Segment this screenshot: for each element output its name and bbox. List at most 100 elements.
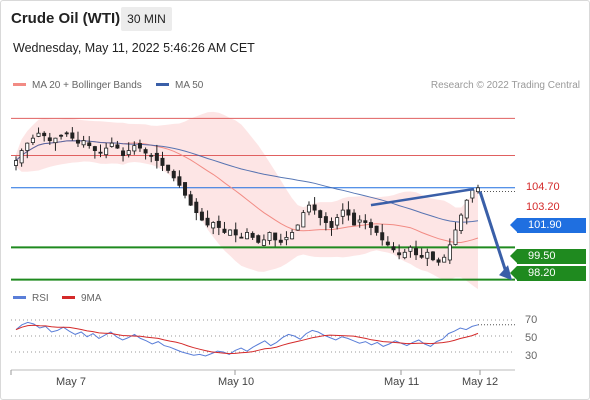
candle-down xyxy=(352,212,357,226)
candle-up xyxy=(301,212,306,228)
rsi-9ma-line xyxy=(15,324,479,355)
candle-up xyxy=(13,160,18,166)
forecast-arrow-shaft xyxy=(478,191,508,273)
candle-down xyxy=(374,225,379,233)
candle-up xyxy=(475,187,480,193)
candle-up xyxy=(126,150,131,156)
candle-down xyxy=(183,182,188,196)
candle-up xyxy=(340,209,345,217)
candle-down xyxy=(92,146,97,151)
legend-ma20-label: MA 20 + Bollinger Bands xyxy=(32,80,142,91)
candle-down xyxy=(436,259,441,263)
candle-up xyxy=(19,150,24,164)
candle-down xyxy=(47,137,52,142)
x-tick-label: May 12 xyxy=(462,376,499,388)
candle-down xyxy=(323,216,328,223)
candle-up xyxy=(470,189,475,199)
candle-down xyxy=(64,132,69,135)
candle-down xyxy=(312,204,317,211)
9ma-swatch xyxy=(62,295,75,299)
report-datetime: Wednesday, May 11, 2022 5:46:26 AM CET xyxy=(13,41,255,55)
candle-down xyxy=(329,221,334,228)
legend-ma50: MA 50 xyxy=(156,80,203,91)
resistance-label-2: 103.20 xyxy=(515,200,575,215)
candle-up xyxy=(402,251,407,259)
candle-down xyxy=(177,176,182,186)
candle-down xyxy=(380,232,385,241)
legend-9ma-label: 9MA xyxy=(81,293,102,304)
ma50-swatch xyxy=(156,82,169,86)
legend-9ma: 9MA xyxy=(62,293,102,304)
research-credit: Research © 2022 Trading Central xyxy=(430,80,580,91)
candle-down xyxy=(346,209,351,216)
candle-up xyxy=(290,232,295,240)
candle-up xyxy=(453,229,458,245)
candle-down xyxy=(194,201,199,214)
candle-down xyxy=(160,157,165,166)
support-label-1: 99.50 xyxy=(510,249,586,264)
candle-down xyxy=(278,239,283,243)
candle-down xyxy=(137,143,142,149)
candle-down xyxy=(154,152,159,161)
candle-down xyxy=(149,154,154,157)
candle-up xyxy=(459,214,464,231)
bollinger-band xyxy=(16,111,478,290)
candle-up xyxy=(284,237,289,241)
candle-down xyxy=(318,210,323,218)
candle-down xyxy=(205,217,210,226)
candle-up xyxy=(104,147,109,156)
instrument-title: Crude Oil (WTI) xyxy=(11,10,121,27)
chart-header: Crude Oil (WTI) 30 MIN xyxy=(0,0,590,36)
candle-up xyxy=(244,232,249,240)
candle-down xyxy=(70,132,75,139)
support-label-2: 98.20 xyxy=(510,266,586,281)
candle-down xyxy=(166,164,171,171)
candle-down xyxy=(216,220,221,228)
x-tick-label: May 11 xyxy=(384,376,420,388)
candle-down xyxy=(273,232,278,241)
legend-ma50-label: MA 50 xyxy=(175,80,204,91)
resistance-label-1: 104.70 xyxy=(515,180,575,195)
timeframe-button[interactable]: 30 MIN xyxy=(121,7,172,31)
candle-down xyxy=(414,248,419,256)
x-tick-label: May 7 xyxy=(56,376,86,388)
x-tick-label: May 10 xyxy=(218,376,255,388)
candle-up xyxy=(132,145,137,152)
candle-down xyxy=(430,251,435,261)
candle-down xyxy=(59,134,64,137)
rsi-tick-30: 30 xyxy=(525,350,538,362)
candle-down xyxy=(199,211,204,221)
candle-up xyxy=(211,222,216,229)
candle-up xyxy=(53,137,58,144)
candle-down xyxy=(121,150,126,156)
rsi-tick-50: 50 xyxy=(525,332,538,344)
candle-down xyxy=(222,228,227,233)
candle-down xyxy=(368,222,373,228)
candle-up xyxy=(267,232,272,241)
candle-down xyxy=(188,194,193,206)
candle-up xyxy=(335,217,340,226)
rsi-tick-70: 70 xyxy=(525,314,538,326)
candle-up xyxy=(425,251,430,259)
candle-down xyxy=(98,151,103,154)
legend-ma20: MA 20 + Bollinger Bands xyxy=(13,80,142,91)
legend-rsi: RSI xyxy=(13,293,49,304)
current-price-label: 101.90 xyxy=(510,218,586,233)
candle-down xyxy=(115,144,120,149)
candle-down xyxy=(391,246,396,251)
candle-down xyxy=(87,142,92,147)
candle-down xyxy=(42,132,47,137)
candle-up xyxy=(25,142,30,151)
candle-down xyxy=(233,229,238,236)
ma20-swatch xyxy=(13,82,26,86)
candle-up xyxy=(464,199,469,219)
candle-down xyxy=(75,139,80,144)
candle-up xyxy=(109,142,114,147)
candle-down xyxy=(171,170,176,179)
candle-down xyxy=(239,236,244,239)
candle-down xyxy=(256,235,261,243)
ma50-line xyxy=(15,140,479,223)
candle-up xyxy=(228,229,233,236)
rsi-line xyxy=(15,321,479,357)
candle-up xyxy=(36,132,41,137)
